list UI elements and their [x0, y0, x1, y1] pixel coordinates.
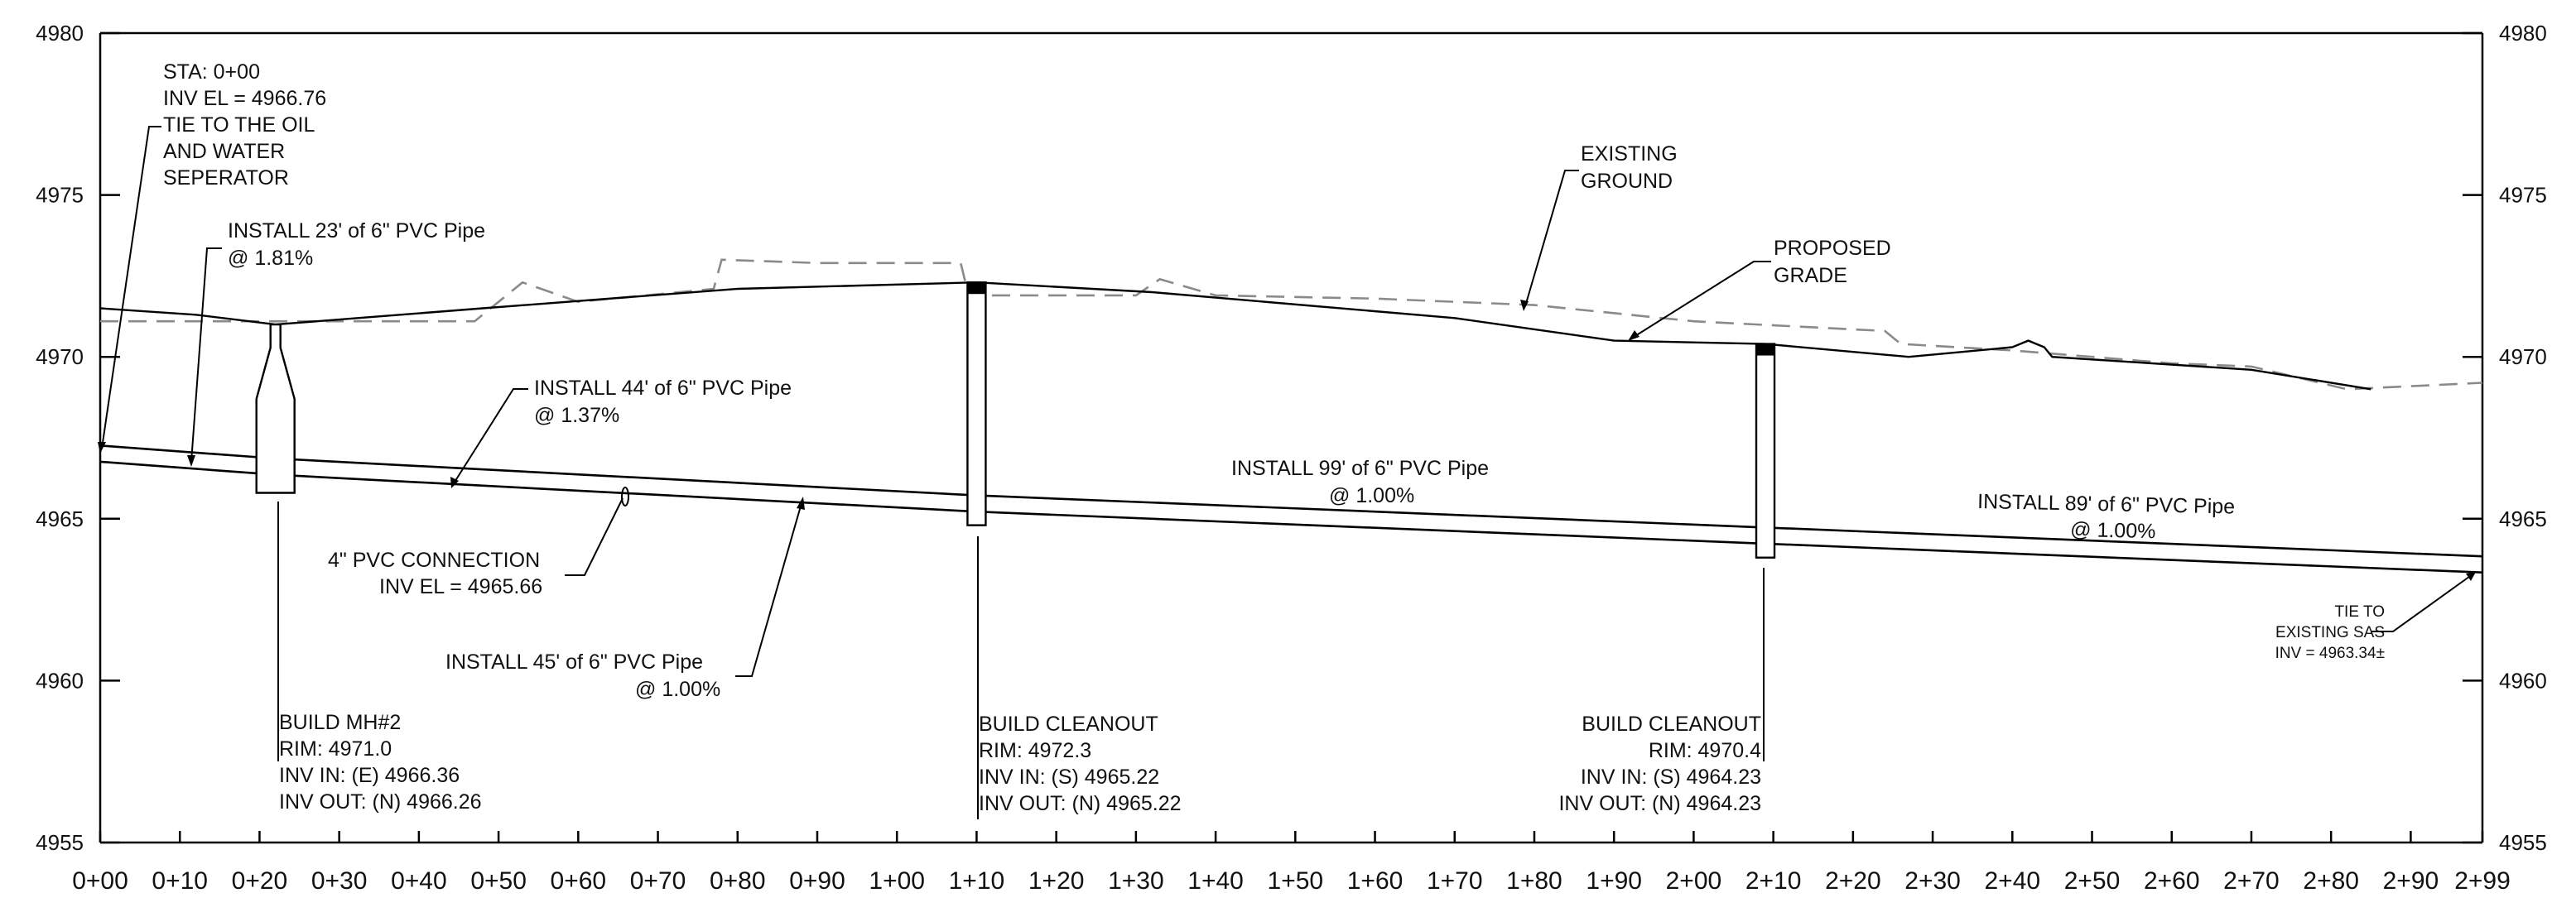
mh2-inv-in: INV IN: (E) 4966.36 — [279, 764, 460, 787]
y-tick-label-right: 4980 — [2499, 21, 2547, 46]
x-axis-stations: 0+00 0+10 0+20 0+30 0+40 0+50 0+60 0+70 0+80 0+90… — [72, 831, 2511, 895]
x-tick-label: 0+90 — [789, 867, 845, 895]
x-tick-label: 1+30 — [1108, 867, 1164, 895]
proposed-grade-label-2: GRADE — [1774, 264, 1847, 287]
x-tick-label: 2+60 — [2144, 867, 2200, 895]
x-tick-label: 2+20 — [1825, 867, 1881, 895]
sta-start-line-4: AND WATER — [163, 140, 285, 163]
cleanout-cap — [967, 282, 986, 295]
x-tick-label: 1+10 — [949, 867, 1005, 895]
cleanout-cap — [1756, 343, 1775, 356]
pipe-3-slope: @ 1.00% — [635, 678, 720, 701]
x-tick-label: 0+40 — [391, 867, 447, 895]
sta-start-line-3: TIE TO THE OIL — [163, 113, 315, 137]
pipe-4-slope: @ 1.00% — [1329, 484, 1414, 507]
y-tick-label-left: 4980 — [36, 21, 84, 46]
x-tick-label: 0+30 — [311, 867, 368, 895]
annotations: STA: 0+00 INV EL = 4966.76 TIE TO THE OI… — [163, 60, 2385, 815]
proposed-grade-label-1: PROPOSED — [1774, 237, 1891, 260]
y-tick-label-right: 4960 — [2499, 668, 2547, 693]
pipe-1-label: INSTALL 23' of 6" PVC Pipe — [228, 219, 485, 242]
y-tick-label-right: 4965 — [2499, 507, 2547, 531]
connection-invert: INV EL = 4965.66 — [379, 575, 542, 598]
cleanout-2-rim: RIM: 4970.4 — [1649, 739, 1761, 762]
x-tick-label: 2+40 — [1985, 867, 2041, 895]
x-tick-label: 2+70 — [2223, 867, 2280, 895]
x-tick-label: 1+40 — [1187, 867, 1244, 895]
tie-sas-line-3: INV = 4963.34± — [2275, 645, 2385, 662]
tie-sas-line-1: TIE TO — [2334, 603, 2385, 621]
mh2-inv-out: INV OUT: (N) 4966.26 — [279, 790, 482, 814]
pipe-2-slope: @ 1.37% — [534, 404, 619, 427]
sta-start-line-1: STA: 0+00 — [163, 60, 260, 84]
x-tick-label: 0+70 — [630, 867, 686, 895]
cleanout-1-inv-in: INV IN: (S) 4965.22 — [979, 766, 1159, 789]
x-tick-label: 2+50 — [2064, 867, 2121, 895]
y-axis-right: 4980 4975 4970 4965 4960 4955 — [2463, 21, 2547, 855]
leader-lines — [98, 126, 2476, 677]
y-tick-label-right: 4975 — [2499, 183, 2547, 208]
tie-sas-line-2: EXISTING SAS — [2275, 624, 2385, 641]
x-tick-label: 0+10 — [152, 867, 208, 895]
cleanout-1-rim: RIM: 4972.3 — [979, 739, 1091, 762]
x-tick-label: 0+60 — [551, 867, 607, 895]
y-tick-label-right: 4955 — [2499, 830, 2547, 855]
x-tick-label: 2+00 — [1666, 867, 1722, 895]
cleanout-2-inv-in: INV IN: (S) 4964.23 — [1581, 766, 1761, 789]
x-tick-label: 1+50 — [1268, 867, 1324, 895]
existing-ground-line — [100, 258, 2483, 391]
cleanout-riser — [1755, 343, 1776, 559]
cleanout-2-title: BUILD CLEANOUT — [1582, 713, 1761, 736]
cleanout-riser — [966, 281, 987, 526]
mh2-title: BUILD MH#2 — [279, 711, 401, 734]
sta-start-line-2: INV EL = 4966.76 — [163, 87, 326, 110]
structures — [255, 281, 1776, 559]
y-tick-label-left: 4975 — [36, 183, 84, 208]
x-tick-label: 2+30 — [1904, 867, 1961, 895]
proposed-grade-line — [99, 281, 2371, 391]
cleanout-2-inv-out: INV OUT: (N) 4964.23 — [1558, 792, 1761, 815]
x-tick-label: 0+50 — [470, 867, 527, 895]
x-tick-label: 1+20 — [1028, 867, 1085, 895]
x-tick-label: 1+60 — [1347, 867, 1404, 895]
pipe-5-label: INSTALL 89' of 6" PVC Pipe — [1977, 490, 2236, 519]
pipe-3-label: INSTALL 45' of 6" PVC Pipe — [445, 651, 703, 674]
x-tick-label: 2+90 — [2383, 867, 2439, 895]
existing-ground-label-1: EXISTING — [1581, 142, 1678, 166]
x-tick-label: 2+80 — [2303, 867, 2359, 895]
plot-frame — [99, 31, 2484, 844]
structure-label-lines — [277, 502, 1765, 819]
x-tick-label: 0+80 — [710, 867, 766, 895]
y-tick-label-right: 4970 — [2499, 344, 2547, 369]
pipe-5-slope: @ 1.00% — [2070, 518, 2156, 543]
x-tick-label: 1+90 — [1586, 867, 1642, 895]
y-tick-label-left: 4955 — [36, 830, 84, 855]
pipe-2-label: INSTALL 44' of 6" PVC Pipe — [534, 377, 792, 400]
y-axis-left: 4980 4975 4970 4965 4960 4955 — [36, 21, 120, 855]
y-tick-label-left: 4965 — [36, 507, 84, 531]
sta-start-line-5: SEPERATOR — [163, 166, 289, 190]
y-tick-label-left: 4960 — [36, 668, 84, 693]
x-tick-label: 2+99 — [2454, 867, 2511, 895]
y-tick-label-left: 4970 — [36, 344, 84, 369]
x-tick-label: 1+00 — [869, 867, 925, 895]
existing-ground-label-2: GROUND — [1581, 170, 1673, 193]
connection-label: 4" PVC CONNECTION — [328, 549, 540, 572]
pipe-1-slope: @ 1.81% — [228, 247, 313, 270]
pipe-4-label: INSTALL 99' of 6" PVC Pipe — [1231, 457, 1489, 480]
x-tick-label: 1+70 — [1427, 867, 1483, 895]
mh2-rim: RIM: 4971.0 — [279, 737, 392, 761]
cleanout-1-title: BUILD CLEANOUT — [979, 713, 1158, 736]
cleanout-1-inv-out: INV OUT: (N) 4965.22 — [979, 792, 1182, 815]
manhole-mh2 — [255, 323, 296, 494]
x-tick-label: 1+80 — [1506, 867, 1562, 895]
x-tick-label: 0+00 — [72, 867, 128, 895]
x-tick-label: 2+10 — [1745, 867, 1802, 895]
x-tick-label: 0+20 — [232, 867, 288, 895]
